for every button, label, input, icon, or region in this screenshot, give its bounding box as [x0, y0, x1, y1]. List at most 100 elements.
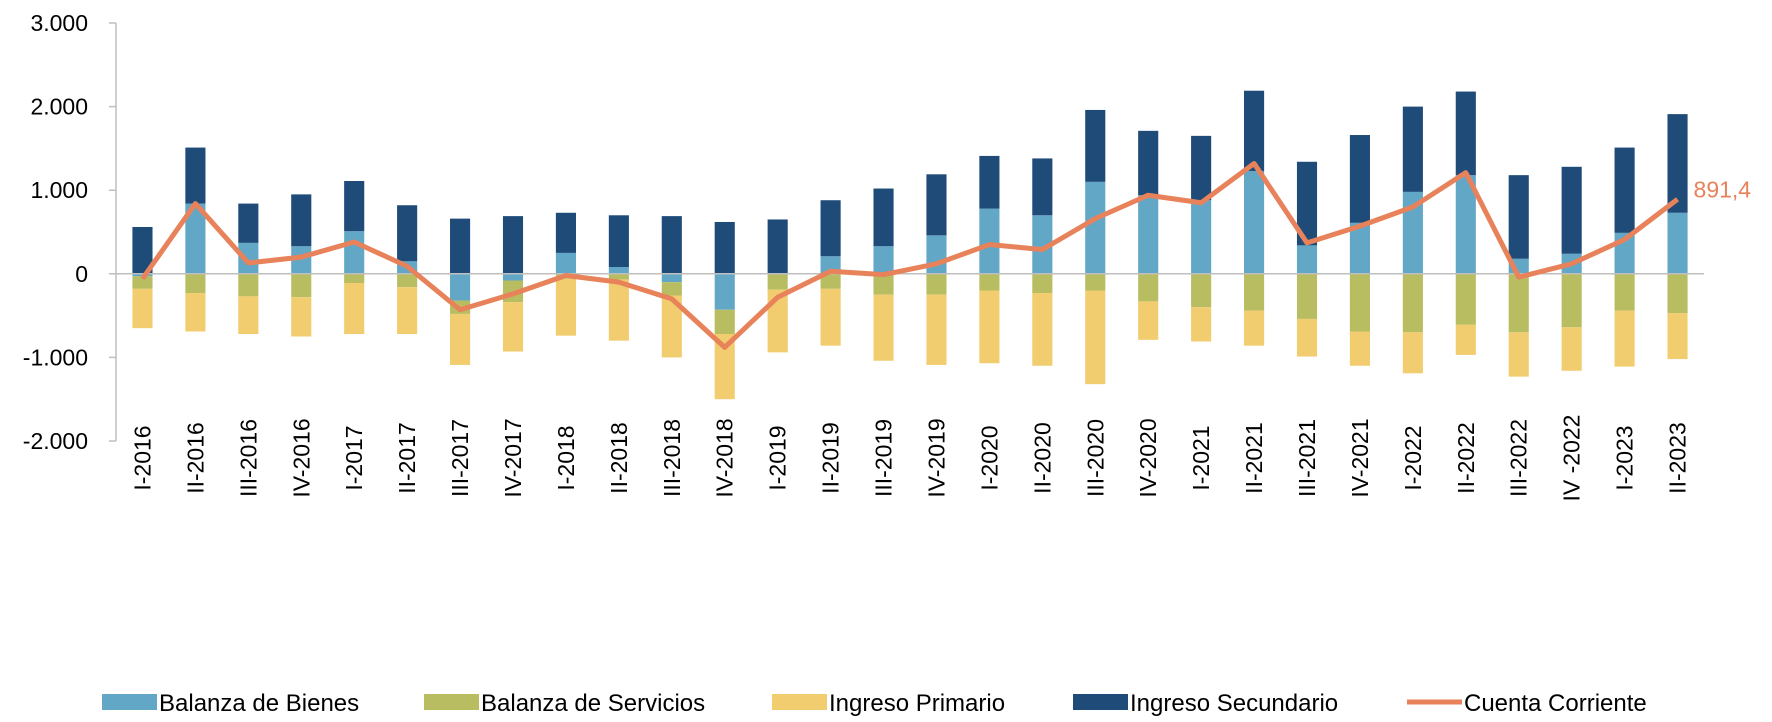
bar: [608, 279, 629, 341]
bar: [1402, 191, 1423, 274]
bar: [1191, 200, 1212, 274]
bar: [1402, 332, 1423, 374]
bar: [873, 246, 894, 274]
x-tick-label: II-2023: [1665, 422, 1691, 494]
bar: [1085, 273, 1106, 291]
bar: [1349, 273, 1370, 332]
bar: [1138, 273, 1159, 302]
bar: [1085, 290, 1106, 385]
x-tick-label: I-2020: [976, 425, 1002, 490]
bar: [555, 252, 576, 274]
x-tick-label: IV-2019: [923, 418, 949, 497]
bar: [926, 294, 947, 365]
x-tick-label: III-2020: [1082, 419, 1108, 497]
x-tick-label: II-2022: [1453, 422, 1479, 494]
bar: [397, 287, 418, 334]
legend-swatch: [424, 694, 479, 710]
bar: [344, 181, 365, 232]
bar: [185, 147, 206, 204]
line: [140, 160, 1680, 350]
x-tick-label: II-2017: [394, 422, 420, 494]
bar: [979, 155, 1000, 209]
bar: [1455, 175, 1476, 274]
bar: [397, 273, 418, 288]
bar: [555, 212, 576, 253]
bar: [185, 203, 206, 274]
legend-label: Balanza de Servicios: [481, 690, 705, 717]
y-tick-label: 0: [75, 261, 88, 287]
bar: [132, 226, 153, 274]
bar: [1032, 293, 1053, 366]
bar: [1455, 91, 1476, 176]
bar: [661, 295, 682, 358]
bar: [1244, 90, 1265, 171]
bar: [1191, 273, 1212, 308]
x-tick-label: IV-2016: [288, 418, 314, 497]
bar: [238, 296, 259, 334]
legend-swatch: [772, 694, 827, 710]
bar: [1191, 135, 1212, 201]
x-tick-label: IV-2017: [500, 418, 526, 497]
bar: [873, 294, 894, 361]
bar: [979, 290, 1000, 364]
bar: [1667, 114, 1688, 213]
bar: [132, 288, 153, 329]
x-tick-label: II-2019: [818, 422, 844, 494]
bar: [450, 313, 471, 365]
bar: [1614, 310, 1635, 367]
bar: [979, 208, 1000, 274]
bar: [1508, 273, 1529, 333]
bar: [1191, 307, 1212, 342]
bar: [661, 216, 682, 274]
bar: [1138, 301, 1159, 340]
x-tick-label: III-2016: [235, 419, 261, 497]
bar: [1508, 332, 1529, 377]
x-tick-label: III-2019: [871, 419, 897, 497]
x-tick-label: III-2022: [1506, 419, 1532, 497]
bar: [291, 194, 312, 247]
y-tick-label: 1.000: [30, 177, 88, 203]
bar: [767, 273, 788, 290]
bar: [1561, 166, 1582, 254]
x-tick-label: I-2016: [129, 425, 155, 490]
bar: [1455, 324, 1476, 355]
legend-label: Balanza de Bienes: [159, 690, 359, 717]
x-tick-label: I-2019: [765, 425, 791, 490]
x-tick-label: IV-2020: [1135, 418, 1161, 497]
bar: [820, 288, 841, 346]
bar: [1244, 170, 1265, 274]
bar: [450, 218, 471, 274]
bar: [1349, 135, 1370, 223]
legend-label: Cuenta Corriente: [1464, 690, 1647, 717]
bar: [608, 267, 629, 274]
bar: [1244, 310, 1265, 346]
bar: [344, 273, 365, 283]
bar: [1032, 158, 1053, 216]
bar: [1667, 313, 1688, 360]
bar: [820, 273, 841, 289]
bar: [1296, 245, 1318, 274]
bar: [1667, 273, 1688, 314]
y-tick-label: -1.000: [23, 344, 88, 370]
y-tick-label: 2.000: [30, 94, 88, 120]
bar: [1296, 161, 1318, 246]
bar: [1296, 318, 1318, 357]
bar: [1349, 331, 1370, 366]
bar: [291, 273, 312, 298]
bar: [344, 282, 365, 334]
bar: [555, 278, 576, 336]
bar: [1032, 215, 1053, 274]
bar: [502, 273, 524, 281]
x-tick-label: IV-2018: [712, 418, 738, 497]
bar: [820, 200, 841, 257]
bar: [450, 273, 471, 301]
bar: [1402, 273, 1423, 333]
bar: [714, 333, 735, 400]
bar: [238, 203, 259, 243]
x-tick-label: II-2018: [606, 422, 632, 494]
bar: [1614, 273, 1635, 311]
x-tick-label: I-2017: [341, 425, 367, 490]
bar: [238, 242, 259, 274]
x-tick-label: III-2017: [447, 419, 473, 497]
legend-label: Ingreso Primario: [829, 690, 1005, 717]
